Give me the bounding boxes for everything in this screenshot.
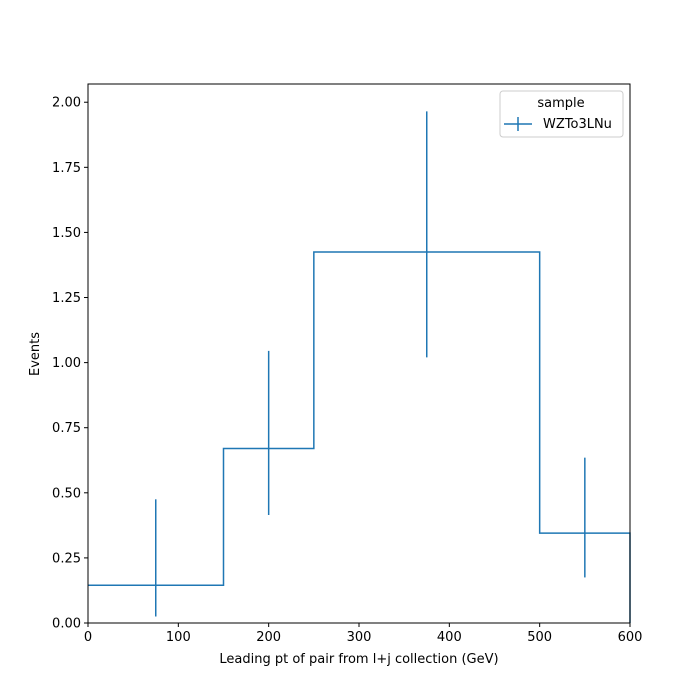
legend-title: sample bbox=[537, 96, 584, 111]
y-tick-label: 0.25 bbox=[52, 551, 81, 566]
y-tick-label: 2.00 bbox=[52, 96, 81, 111]
y-tick-label: 0.75 bbox=[52, 421, 81, 436]
y-tick-label: 0.50 bbox=[52, 486, 81, 501]
y-tick-label: 1.50 bbox=[52, 226, 81, 241]
x-tick-label: 600 bbox=[618, 630, 643, 645]
legend-entry-label: WZTo3LNu bbox=[543, 117, 612, 132]
histogram-step-line-0 bbox=[88, 251, 631, 623]
x-tick-label: 500 bbox=[527, 630, 552, 645]
x-tick-label: 100 bbox=[166, 630, 191, 645]
y-tick-label: 1.75 bbox=[52, 161, 81, 176]
y-tick-label: 0.00 bbox=[52, 617, 81, 632]
x-axis-label: Leading pt of pair from l+j collection (… bbox=[219, 652, 498, 667]
x-tick-label: 300 bbox=[347, 630, 372, 645]
y-tick-label: 1.25 bbox=[52, 291, 81, 306]
x-tick-label: 400 bbox=[437, 630, 462, 645]
x-tick-label: 0 bbox=[84, 630, 92, 645]
y-tick-label: 1.00 bbox=[52, 356, 81, 371]
x-tick-label: 200 bbox=[256, 630, 281, 645]
legend: sample WZTo3LNu bbox=[499, 90, 624, 138]
y-axis-label: Events bbox=[28, 332, 43, 376]
legend-box bbox=[499, 90, 624, 138]
